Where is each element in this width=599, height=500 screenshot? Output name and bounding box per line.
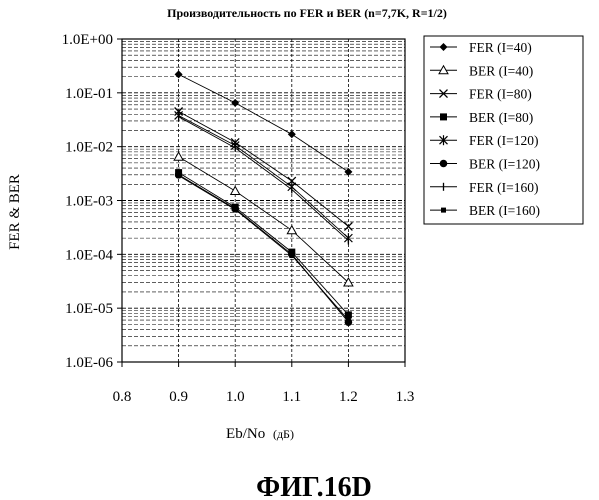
y-tick-label: 1.0E-02 xyxy=(65,140,113,156)
point-marker xyxy=(174,152,183,160)
x-axis-ticks: 0.8 0.9 1.0 1.1 1.2 1.3 xyxy=(113,362,415,405)
x-axis-label-main: Eb/No xyxy=(226,426,265,442)
grid xyxy=(122,39,405,362)
x-tick-label: 1.2 xyxy=(339,389,358,405)
y-tick-label: 1.0E-04 xyxy=(65,247,113,263)
legend-label: FER (I=80) xyxy=(469,87,532,102)
y-tick-label: 1.0E-05 xyxy=(65,301,113,317)
point-marker xyxy=(175,70,183,78)
y-tick-label: 1.0E-03 xyxy=(65,194,113,210)
series-line xyxy=(179,157,349,283)
series-0 xyxy=(175,70,353,175)
x-tick-label: 0.8 xyxy=(113,389,132,405)
x-tick-label: 0.9 xyxy=(169,389,188,405)
series-1 xyxy=(174,152,353,286)
x-axis-label-unit: (дБ) xyxy=(273,427,294,441)
series-line xyxy=(179,74,349,171)
point-marker xyxy=(289,253,294,258)
point-marker xyxy=(288,130,296,138)
series-6 xyxy=(179,113,349,245)
series-3 xyxy=(175,169,352,318)
chart-title: Производительность по FER и BER (n=7,7K,… xyxy=(167,6,447,20)
x-axis-label: Eb/No (дБ) xyxy=(226,426,294,442)
series-line xyxy=(179,173,349,315)
point-marker xyxy=(233,207,238,212)
point-marker xyxy=(231,187,240,195)
legend-label: FER (I=160) xyxy=(469,180,538,195)
series-line xyxy=(179,116,349,239)
y-axis-label: FER & BER xyxy=(7,174,23,250)
point-marker xyxy=(231,99,239,107)
point-marker xyxy=(440,113,447,120)
legend-label: BER (I=80) xyxy=(469,110,533,125)
figure-caption: ФИГ.16D xyxy=(256,472,372,500)
point-marker xyxy=(440,160,448,168)
legend-label: BER (I=120) xyxy=(469,157,540,172)
x-tick-label: 1.1 xyxy=(282,389,301,405)
series-layer xyxy=(174,70,353,326)
series-line xyxy=(179,176,349,321)
y-tick-label: 1.0E+00 xyxy=(62,32,113,48)
legend-label: FER (I=120) xyxy=(469,133,538,148)
series-5 xyxy=(175,171,352,326)
x-tick-label: 1.0 xyxy=(226,389,245,405)
y-tick-label: 1.0E-06 xyxy=(65,355,113,371)
legend-label: BER (I=160) xyxy=(469,203,540,218)
legend-label: BER (I=40) xyxy=(469,63,533,78)
point-marker xyxy=(287,226,296,234)
x-tick-label: 1.3 xyxy=(396,389,415,405)
point-marker xyxy=(176,173,181,178)
point-marker xyxy=(346,318,351,323)
y-axis-ticks: 1.0E+00 1.0E-01 1.0E-02 1.0E-03 1.0E-04 1.0E-… xyxy=(62,32,122,371)
y-tick-label: 1.0E-01 xyxy=(65,86,113,102)
series-7 xyxy=(176,173,351,323)
series-line xyxy=(179,175,349,322)
legend: FER (I=40) BER (I=40) FER (I=80) BER (I=80)… xyxy=(424,36,583,224)
legend-label: FER (I=40) xyxy=(469,40,532,55)
point-marker xyxy=(441,208,446,213)
